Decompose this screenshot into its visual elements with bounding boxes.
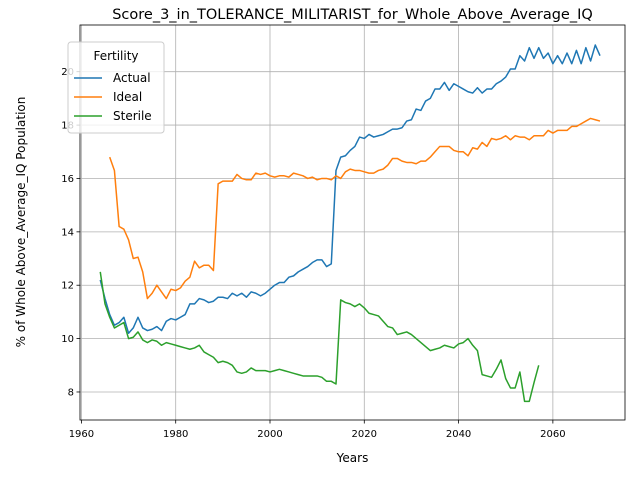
legend-label: Sterile — [113, 109, 152, 123]
y-tick-label: 10 — [61, 334, 74, 345]
plot-area-background — [80, 25, 625, 420]
legend-title: Fertility — [93, 49, 138, 63]
y-axis-label: % of Whole Above_Average_IQ Population — [14, 97, 28, 348]
series-line-actual — [99, 44, 601, 335]
series-lines — [99, 44, 601, 403]
series-line-sterile — [99, 271, 540, 403]
y-tick-label: 14 — [61, 227, 74, 238]
legend: Fertility Actual Ideal Sterile — [67, 41, 165, 134]
y-tick-label: 16 — [61, 174, 74, 185]
x-tick-label: 1980 — [163, 429, 188, 440]
grid — [80, 25, 625, 420]
legend-items: Actual Ideal Sterile — [74, 71, 152, 123]
legend-label: Ideal — [113, 90, 142, 104]
legend-label: Actual — [113, 71, 151, 85]
legend-item-sterile: Sterile — [74, 109, 152, 123]
x-tick-label: 2000 — [257, 429, 282, 440]
x-tick-label: 2040 — [446, 429, 471, 440]
plot-frame — [79, 24, 626, 421]
y-tick-label: 8 — [68, 387, 74, 398]
legend-item-actual: Actual — [74, 71, 151, 85]
x-axis-ticks: 1960 1980 2000 2020 2040 2060 — [69, 420, 566, 440]
x-tick-label: 2060 — [540, 429, 565, 440]
y-tick-label: 12 — [61, 281, 74, 292]
x-axis-label: Years — [336, 451, 369, 465]
x-tick-label: 1960 — [69, 429, 94, 440]
x-tick-label: 2020 — [352, 429, 377, 440]
series-line-ideal — [108, 117, 601, 300]
legend-box — [67, 41, 165, 134]
legend-item-ideal: Ideal — [74, 90, 142, 104]
chart-title: Score_3_in_TOLERANCE_MILITARIST_for_Whol… — [112, 7, 593, 23]
